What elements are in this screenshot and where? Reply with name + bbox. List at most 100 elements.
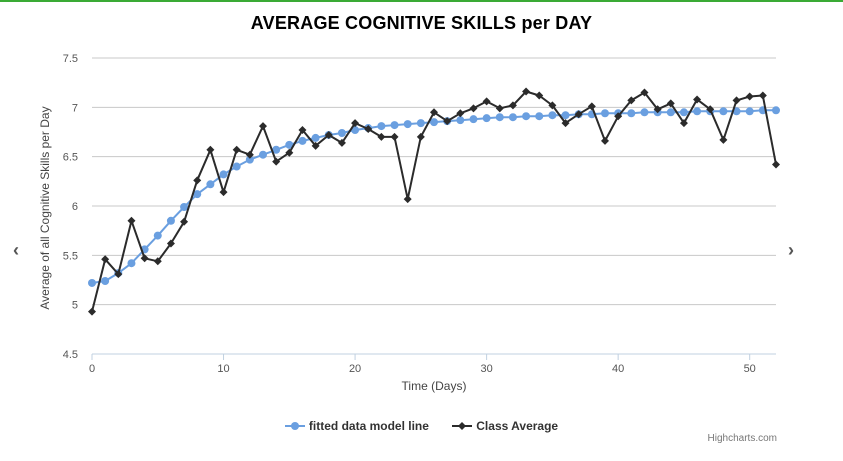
data-point-1 bbox=[469, 104, 478, 113]
data-point-1 bbox=[272, 157, 281, 166]
diamond-marker-icon bbox=[452, 422, 473, 430]
data-point-0 bbox=[166, 216, 175, 225]
x-tick-label: 10 bbox=[217, 363, 229, 375]
data-point-1 bbox=[732, 96, 741, 105]
data-point-0 bbox=[679, 108, 688, 117]
data-point-0 bbox=[522, 112, 531, 121]
data-point-1 bbox=[706, 105, 715, 114]
data-point-1 bbox=[666, 99, 675, 108]
next-chart-arrow-icon[interactable]: › bbox=[788, 240, 794, 260]
data-point-1 bbox=[351, 119, 360, 128]
data-point-0 bbox=[272, 145, 281, 154]
data-point-0 bbox=[640, 108, 649, 117]
data-point-1 bbox=[614, 112, 623, 121]
data-point-0 bbox=[88, 278, 96, 287]
data-point-1 bbox=[601, 136, 609, 145]
data-point-0 bbox=[495, 113, 504, 122]
y-tick-label: 7 bbox=[72, 102, 78, 114]
data-point-1 bbox=[508, 101, 517, 110]
y-tick-label: 4.5 bbox=[63, 349, 78, 361]
data-point-0 bbox=[193, 190, 202, 199]
data-point-1 bbox=[259, 122, 267, 131]
data-point-1 bbox=[403, 195, 412, 204]
data-point-1 bbox=[140, 254, 149, 263]
x-tick-label: 20 bbox=[349, 363, 361, 375]
data-point-1 bbox=[193, 176, 202, 185]
data-point-0 bbox=[337, 128, 346, 137]
data-point-1 bbox=[88, 307, 96, 316]
data-point-1 bbox=[416, 132, 425, 141]
data-point-1 bbox=[745, 92, 754, 101]
data-point-1 bbox=[627, 96, 636, 105]
y-tick-label: 6.5 bbox=[63, 152, 78, 164]
data-point-1 bbox=[153, 257, 162, 266]
data-point-1 bbox=[495, 104, 504, 113]
legend-label-fitted: fitted data model line bbox=[308, 419, 429, 433]
data-point-0 bbox=[232, 162, 241, 171]
data-point-0 bbox=[285, 140, 294, 149]
y-tick-label: 7.5 bbox=[63, 53, 78, 65]
data-point-1 bbox=[311, 141, 320, 150]
data-point-1 bbox=[166, 239, 175, 248]
data-point-0 bbox=[416, 119, 425, 128]
x-tick-label: 0 bbox=[89, 363, 95, 375]
data-point-1 bbox=[679, 119, 688, 128]
data-point-0 bbox=[666, 108, 675, 117]
data-point-1 bbox=[535, 91, 544, 100]
data-point-1 bbox=[758, 91, 767, 100]
data-point-0 bbox=[206, 180, 215, 189]
data-point-1 bbox=[245, 150, 254, 159]
data-point-0 bbox=[548, 111, 557, 120]
data-point-1 bbox=[377, 132, 386, 141]
legend-item-fitted-line[interactable]: fitted data model line bbox=[284, 419, 429, 433]
axes: 4.5 5 5.5 6 6.5 7 7.5 0 10 20 30 40 50 bbox=[63, 53, 776, 375]
data-point-1 bbox=[548, 101, 557, 110]
data-point-1 bbox=[522, 87, 531, 96]
data-point-0 bbox=[153, 231, 162, 240]
data-point-0 bbox=[719, 107, 728, 116]
y-tick-label: 5 bbox=[72, 300, 78, 312]
credits-link[interactable]: Highcharts.com bbox=[707, 433, 777, 444]
data-point-1 bbox=[206, 145, 215, 154]
data-point-0 bbox=[403, 120, 412, 129]
data-point-1 bbox=[443, 117, 452, 126]
data-point-1 bbox=[285, 148, 294, 157]
data-point-1 bbox=[219, 188, 228, 197]
data-point-1 bbox=[456, 109, 465, 118]
data-point-1 bbox=[101, 255, 110, 264]
data-point-0 bbox=[627, 109, 636, 118]
data-point-1 bbox=[693, 95, 702, 104]
data-point-0 bbox=[377, 122, 386, 131]
x-tick-label: 50 bbox=[744, 363, 756, 375]
top-border bbox=[0, 0, 843, 2]
data-point-1 bbox=[337, 138, 346, 147]
previous-chart-arrow-icon[interactable]: ‹ bbox=[13, 240, 19, 260]
data-point-1 bbox=[640, 88, 649, 97]
data-point-0 bbox=[311, 133, 320, 142]
data-point-1 bbox=[561, 119, 570, 128]
data-point-0 bbox=[535, 112, 544, 121]
data-point-0 bbox=[259, 150, 267, 159]
data-point-0 bbox=[693, 107, 702, 116]
legend-item-class-average[interactable]: Class Average bbox=[452, 419, 558, 433]
legend: fitted data model line Class Average bbox=[0, 419, 843, 434]
data-point-1 bbox=[127, 216, 136, 225]
data-point-0 bbox=[351, 126, 360, 135]
data-point-0 bbox=[127, 259, 136, 268]
data-point-0 bbox=[508, 113, 517, 122]
data-point-0 bbox=[482, 114, 491, 123]
data-point-0 bbox=[245, 155, 254, 164]
data-point-0 bbox=[298, 136, 307, 145]
data-point-1 bbox=[719, 135, 728, 144]
data-point-1 bbox=[587, 102, 596, 111]
y-tick-label: 6 bbox=[72, 201, 78, 213]
data-point-0 bbox=[456, 116, 465, 125]
data-point-0 bbox=[219, 170, 228, 179]
data-point-0 bbox=[180, 202, 189, 211]
data-point-1 bbox=[390, 132, 399, 141]
y-tick-label: 5.5 bbox=[63, 250, 78, 262]
data-point-0 bbox=[469, 115, 478, 124]
data-point-0 bbox=[601, 109, 609, 118]
data-point-0 bbox=[772, 106, 780, 115]
